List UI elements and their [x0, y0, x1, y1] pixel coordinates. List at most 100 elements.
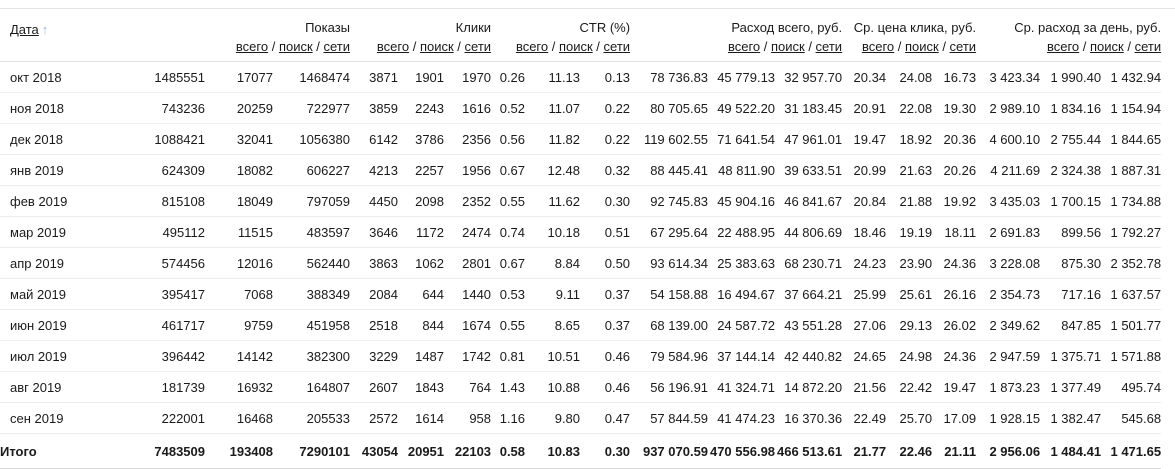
value-cell: 1 887.31 [1101, 154, 1162, 186]
table-row: окт 2018 1485551 17077 1468474 3871 1901 1970 0… [0, 61, 1162, 93]
value-cell: 19.47 [932, 371, 977, 403]
value-cell: 43054 [350, 433, 399, 469]
table-row: июл 2019 396442 14142 382300 3229 1487 1742 0.8… [0, 340, 1162, 372]
sort-link-поиск[interactable]: поиск [419, 39, 454, 54]
table-row: ноя 2018 743236 20259 722977 3859 2243 1616 0.5… [0, 92, 1162, 124]
row-date: июл 2019 [0, 340, 115, 372]
value-cell: 20.91 [842, 92, 887, 124]
value-cell: 847.85 [1040, 309, 1102, 341]
separator: / [804, 39, 816, 54]
value-cell: 21.11 [932, 433, 977, 469]
row-date: мар 2019 [0, 216, 115, 248]
value-cell: 2572 [350, 402, 399, 434]
value-cell: 722977 [273, 92, 351, 124]
value-cell: 382300 [273, 340, 351, 372]
value-cell: 41 474.23 [708, 402, 776, 434]
value-cell: 1 377.49 [1040, 371, 1102, 403]
sort-link-поиск[interactable]: поиск [1090, 39, 1124, 54]
value-cell: 32041 [205, 123, 273, 155]
value-cell: 0.67 [491, 154, 526, 186]
value-cell: 19.30 [932, 92, 977, 124]
sort-link-всего[interactable]: всего [1046, 39, 1080, 54]
column-group-impressions: Показы всего / поиск / сети [115, 9, 351, 62]
sort-link-всего[interactable]: всего [235, 39, 269, 54]
value-cell: 20259 [205, 92, 273, 124]
separator: / [409, 39, 420, 54]
value-cell: 48 811.90 [708, 154, 776, 186]
sub-header-sort-links: всего / поиск / сети [491, 39, 630, 54]
value-cell: 495.74 [1101, 371, 1162, 403]
value-cell: 0.56 [491, 123, 526, 155]
column-group-clicks: Клики всего / поиск / сети [350, 9, 492, 62]
value-cell: 41 324.71 [708, 371, 776, 403]
sort-link-всего[interactable]: всего [515, 39, 549, 54]
date-sort-link[interactable]: Дата [10, 22, 39, 37]
sort-link-поиск[interactable]: поиск [558, 39, 593, 54]
value-cell: 22103 [444, 433, 492, 469]
value-cell: 1 571.88 [1101, 340, 1162, 372]
column-group-ctr: CTR (%) всего / поиск / сети [491, 9, 631, 62]
value-cell: 1 637.57 [1101, 278, 1162, 310]
sort-link-поиск[interactable]: поиск [770, 39, 805, 54]
sort-link-сети[interactable]: сети [815, 39, 843, 54]
value-cell: 67 295.64 [630, 216, 709, 248]
value-cell: 1901 [398, 61, 445, 93]
value-cell: 2243 [398, 92, 445, 124]
sub-header-sort-links: всего / поиск / сети [350, 39, 491, 54]
value-cell: 22.46 [886, 433, 933, 469]
value-cell: 21.56 [842, 371, 887, 403]
value-cell: 8.84 [525, 247, 581, 279]
separator: / [453, 39, 465, 54]
sort-link-всего[interactable]: всего [727, 39, 761, 54]
value-cell: 3786 [398, 123, 445, 155]
value-cell: 17.09 [932, 402, 977, 434]
value-cell: 24.36 [932, 247, 977, 279]
value-cell: 10.88 [525, 371, 581, 403]
sort-link-поиск[interactable]: поиск [278, 39, 313, 54]
row-date: апр 2019 [0, 247, 115, 279]
value-cell: 2098 [398, 185, 445, 217]
value-cell: 1 471.65 [1101, 433, 1162, 469]
value-cell: 24 587.72 [708, 309, 776, 341]
value-cell: 21.77 [842, 433, 887, 469]
value-cell: 16.73 [932, 61, 977, 93]
value-cell: 21.88 [886, 185, 933, 217]
value-cell: 3229 [350, 340, 399, 372]
value-cell: 2 755.44 [1040, 123, 1102, 155]
value-cell: 9759 [205, 309, 273, 341]
sort-link-сети[interactable]: сети [464, 39, 492, 54]
value-cell: 71 641.54 [708, 123, 776, 155]
sort-link-сети[interactable]: сети [603, 39, 631, 54]
value-cell: 56 196.91 [630, 371, 709, 403]
value-cell: 68 230.71 [775, 247, 843, 279]
sort-link-поиск[interactable]: поиск [904, 39, 939, 54]
sort-link-всего[interactable]: всего [376, 39, 410, 54]
sort-ascending-icon: ↑ [41, 22, 49, 37]
value-cell: 32 957.70 [775, 61, 843, 93]
value-cell: 743236 [115, 92, 205, 124]
value-cell: 42 440.82 [775, 340, 843, 372]
value-cell: 644 [398, 278, 445, 310]
value-cell: 164807 [273, 371, 351, 403]
value-cell: 20.36 [932, 123, 977, 155]
sort-link-сети[interactable]: сети [323, 39, 351, 54]
sort-link-сети[interactable]: сети [949, 39, 977, 54]
group-label: Расход всего, руб. [731, 20, 843, 35]
value-cell: 24.98 [886, 340, 933, 372]
value-cell: 222001 [115, 402, 205, 434]
value-cell: 1674 [444, 309, 492, 341]
value-cell: 3859 [350, 92, 399, 124]
value-cell: 624309 [115, 154, 205, 186]
sort-link-сети[interactable]: сети [1134, 39, 1162, 54]
table-row: мар 2019 495112 11515 483597 3646 1172 2474 0.7… [0, 216, 1162, 248]
value-cell: 0.30 [580, 433, 631, 469]
value-cell: 19.19 [886, 216, 933, 248]
sort-link-всего[interactable]: всего [861, 39, 895, 54]
value-cell: 39 633.51 [775, 154, 843, 186]
value-cell: 1 154.94 [1101, 92, 1162, 124]
sub-header-sort-links: всего / поиск / сети [976, 39, 1161, 54]
value-cell: 1 700.15 [1040, 185, 1102, 217]
value-cell: 3 423.34 [976, 61, 1041, 93]
value-cell: 11515 [205, 216, 273, 248]
value-cell: 1956 [444, 154, 492, 186]
